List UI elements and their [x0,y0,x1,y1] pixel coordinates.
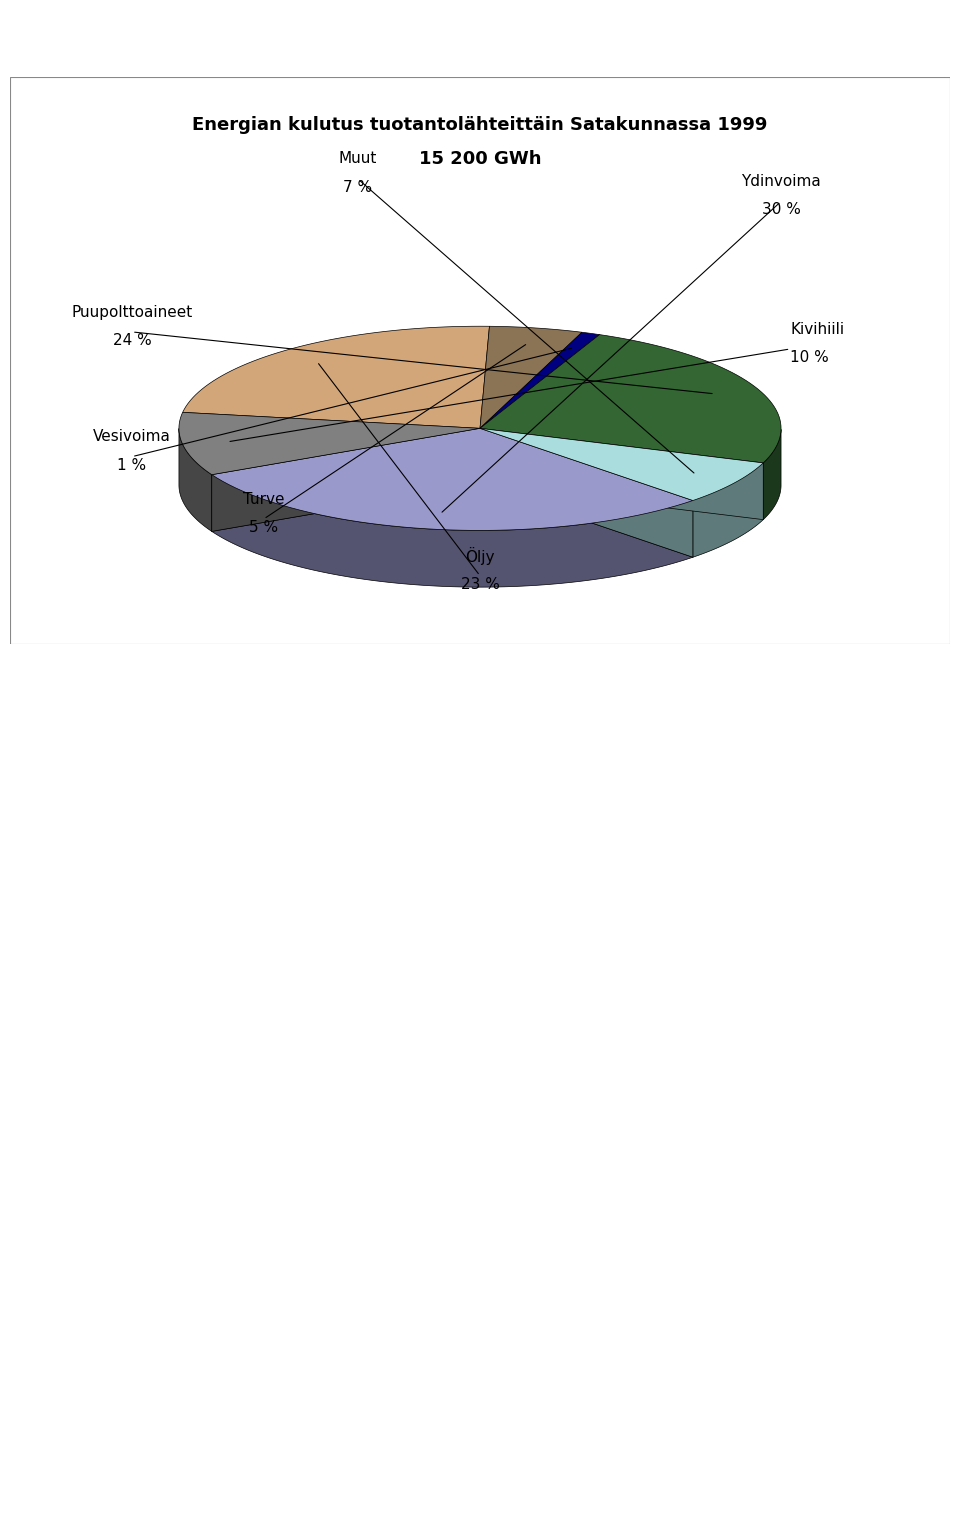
Polygon shape [693,463,763,556]
Polygon shape [480,428,693,556]
Polygon shape [480,333,600,428]
Polygon shape [763,429,781,520]
Text: 7 %: 7 % [343,179,372,195]
Polygon shape [480,428,693,556]
Polygon shape [480,428,763,520]
Polygon shape [212,428,480,532]
Text: Kivihiili: Kivihiili [790,322,845,337]
Text: Öljy: Öljy [466,547,494,566]
Polygon shape [480,334,781,463]
Text: 30 %: 30 % [761,202,801,218]
Text: Ydinvoima: Ydinvoima [741,175,821,189]
Text: Puupolttoaineet: Puupolttoaineet [71,305,193,319]
Text: 1 %: 1 % [117,458,147,472]
Polygon shape [179,412,480,475]
Text: 5 %: 5 % [249,520,278,535]
Polygon shape [480,428,763,520]
Text: 24 %: 24 % [112,333,152,348]
Text: 23 %: 23 % [461,576,499,592]
Polygon shape [212,428,480,532]
Text: Vesivoima: Vesivoima [93,429,171,445]
Polygon shape [480,428,763,500]
Text: Muut: Muut [339,152,377,167]
Polygon shape [480,327,582,428]
Text: Turve: Turve [243,492,284,507]
Text: 15 200 GWh: 15 200 GWh [419,150,541,169]
Polygon shape [212,475,693,587]
Text: 10 %: 10 % [790,350,829,365]
Polygon shape [212,428,693,530]
Polygon shape [179,429,212,532]
Text: Energian kulutus tuotantolähteittäin Satakunnassa 1999: Energian kulutus tuotantolähteittäin Sat… [192,117,768,135]
Polygon shape [182,327,490,428]
